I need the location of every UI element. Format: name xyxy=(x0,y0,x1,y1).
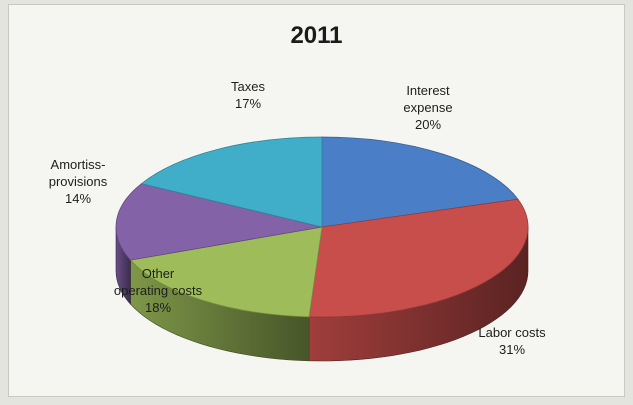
slice-name: Other xyxy=(142,266,175,281)
slice-percent: 20% xyxy=(415,117,441,132)
slice-percent: 17% xyxy=(235,96,261,111)
chart-title: 2011 xyxy=(290,22,343,49)
pie-slice-3 xyxy=(115,183,323,261)
slice-name: provisions xyxy=(49,174,108,189)
pie-slice-0 xyxy=(321,136,519,228)
pie-slice-4 xyxy=(140,136,323,228)
slice-label-0: Interest expense 20% xyxy=(403,83,452,132)
pie-slice-2 xyxy=(129,226,323,318)
pie-sides xyxy=(115,226,529,362)
slice-name: Amortiss- xyxy=(51,157,106,172)
slice-name: Interest xyxy=(406,83,450,98)
slice-name: Taxes xyxy=(231,79,265,94)
pie-slice-1 xyxy=(308,198,529,318)
slice-name: operating costs xyxy=(114,283,203,298)
slice-name: expense xyxy=(403,100,452,115)
slice-percent: 14% xyxy=(65,191,91,206)
slice-label-1: Labor costs 31% xyxy=(478,325,546,357)
slice-percent: 31% xyxy=(499,342,525,357)
slice-label-3: Amortiss-provisions 14% xyxy=(49,157,108,206)
slice-label-2: Other operating costs 18% xyxy=(114,266,203,315)
slice-label-4: Taxes 17% xyxy=(231,79,265,111)
slice-percent: 18% xyxy=(145,300,171,315)
slice-name: Labor costs xyxy=(478,325,546,340)
